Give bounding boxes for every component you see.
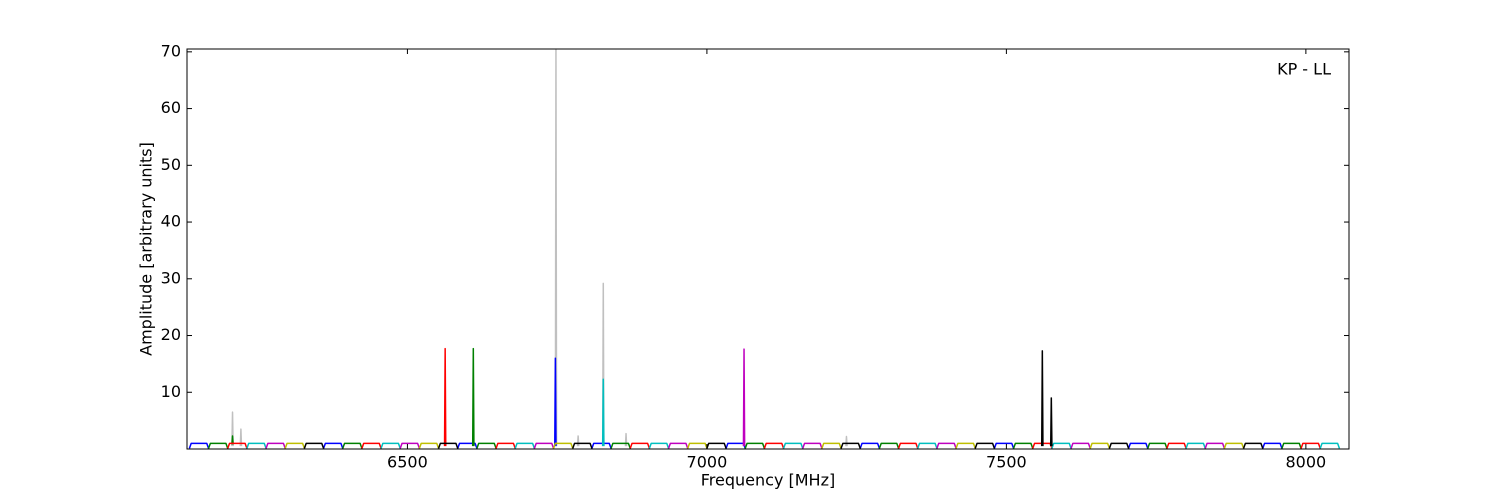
x-tick-label: 6500 [387, 453, 428, 472]
spectrum-line [303, 350, 1264, 449]
y-axis-label: Amplitude [arbitrary units] [137, 142, 156, 356]
spectrum-line [231, 49, 848, 447]
y-tick-label: 60 [161, 98, 181, 117]
annotation: KP - LL [1277, 60, 1331, 79]
spectrum-line [246, 378, 1341, 449]
spectrum-line [284, 442, 1245, 449]
spectrum-line [207, 347, 1302, 449]
spectrum-line [265, 348, 1226, 449]
plot-frame [186, 48, 1350, 450]
y-tick-label: 50 [161, 155, 181, 174]
x-axis-label: Frequency [MHz] [701, 471, 835, 490]
x-tick-label: 8000 [1286, 453, 1327, 472]
x-tick-label: 7500 [986, 453, 1027, 472]
y-tick-label: 30 [161, 268, 181, 287]
spectrum-line [227, 347, 1321, 449]
y-tick-label: 10 [161, 382, 181, 401]
spectrum-line [188, 357, 1283, 449]
plot-area [188, 49, 1341, 449]
y-tick-label: 70 [161, 41, 181, 60]
x-tick-label: 7000 [687, 453, 728, 472]
y-tick-label: 20 [161, 325, 181, 344]
y-tick-label: 40 [161, 212, 181, 231]
